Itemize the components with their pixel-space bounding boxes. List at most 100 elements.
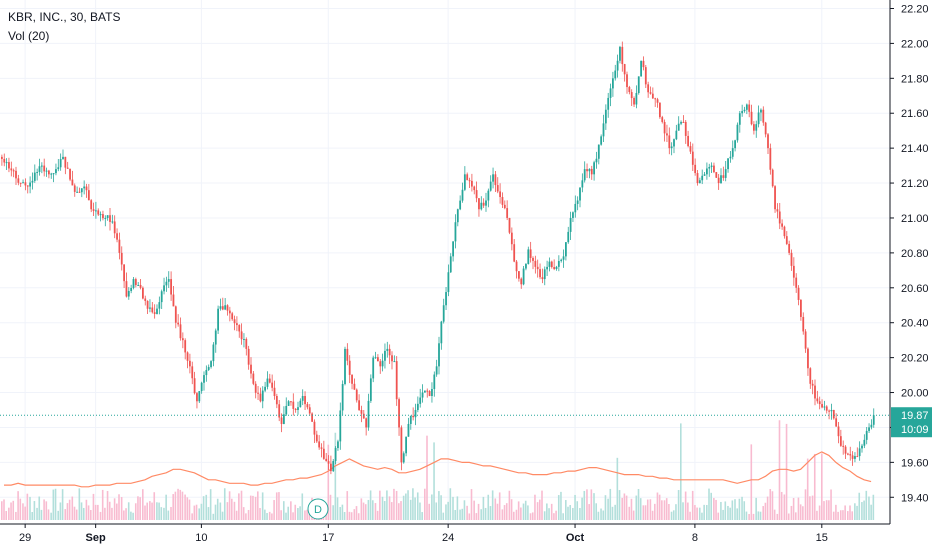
candle-body	[386, 348, 389, 351]
volume-bar	[400, 501, 402, 520]
volume-bar	[45, 501, 48, 520]
volume-bar	[682, 502, 684, 520]
candle-body	[203, 375, 205, 383]
candle-body	[48, 170, 50, 175]
volume-bar	[825, 500, 828, 520]
volume-bar	[713, 498, 715, 520]
candle-body	[111, 221, 114, 223]
candle-body	[572, 212, 574, 218]
volume-bar	[12, 500, 15, 520]
candle-body	[849, 454, 852, 456]
volume-bar	[179, 489, 182, 520]
candle-body	[764, 122, 767, 135]
candle-body	[550, 261, 553, 268]
volume-bar	[101, 489, 104, 520]
price-axis[interactable]: 22.20 22.00 21.80 21.60 21.40 21.20 21.00 20.80…	[889, 0, 929, 524]
volume-bar	[586, 489, 588, 520]
volume-bar	[29, 496, 31, 520]
volume-bar	[292, 512, 294, 520]
volume-bar	[750, 444, 753, 520]
candle-body	[22, 182, 24, 184]
candle-body	[412, 415, 415, 418]
candle-body	[825, 406, 828, 411]
volume-indicator-title[interactable]: Vol (20)	[8, 29, 50, 43]
dividend-marker[interactable]: D	[307, 498, 329, 520]
volume-bar	[71, 496, 74, 520]
volume-bar	[31, 512, 33, 520]
dividend-marker-label[interactable]: D	[314, 504, 322, 516]
volume-bar	[336, 497, 339, 520]
price-tick-label: 21.40	[901, 143, 929, 155]
volume-bar	[489, 506, 492, 520]
candle-body	[181, 338, 184, 341]
chart-legend: KBR, INC., 30, BATS Vol (20)	[8, 8, 120, 46]
candle-body	[506, 208, 509, 218]
candle-body	[673, 139, 675, 147]
symbol-title[interactable]: KBR, INC., 30, BATS	[8, 10, 121, 24]
volume-bar	[806, 458, 809, 520]
volume-bar	[572, 507, 574, 520]
candle-body	[78, 191, 81, 193]
volume-bar	[854, 503, 856, 520]
volume-bar	[273, 500, 275, 520]
candle-body	[362, 413, 365, 419]
candle-body	[106, 215, 109, 218]
candle-body	[865, 430, 868, 440]
candle-body	[722, 175, 725, 178]
price-tick-label: 21.00	[901, 213, 929, 225]
candle-body	[142, 287, 144, 299]
price-tick-label: 20.20	[901, 353, 929, 365]
candle-body	[367, 400, 370, 428]
volume-bar	[167, 510, 170, 520]
price-tick-label: 20.60	[901, 283, 929, 295]
candle-body	[792, 265, 795, 278]
volume-bar	[680, 423, 682, 520]
volume-bar	[348, 511, 351, 520]
candle-body	[743, 109, 746, 112]
time-tick-label: 8	[692, 532, 698, 544]
volume-bar	[200, 503, 203, 520]
volume-bar	[421, 512, 423, 520]
dividend-marker-circle[interactable]	[307, 498, 329, 520]
candle-body	[10, 168, 13, 171]
candle-body	[355, 389, 358, 401]
candle-body	[553, 267, 556, 270]
volume-bar	[865, 490, 868, 520]
candle-body	[593, 162, 595, 175]
candle-body	[71, 179, 74, 186]
candle-body	[304, 396, 306, 405]
volume-bar	[8, 507, 10, 520]
volume-bar	[416, 492, 419, 520]
volume-bar	[531, 512, 534, 520]
volume-bar	[755, 497, 757, 520]
volume-bar	[393, 488, 395, 520]
candle-body	[748, 104, 751, 112]
candle-body	[254, 383, 257, 393]
volume-bar	[412, 488, 414, 520]
candle-body	[724, 169, 727, 178]
volume-bar	[717, 512, 720, 520]
time-tick-label: 24	[442, 532, 454, 544]
volume-bar	[565, 500, 567, 520]
volume-bar	[524, 500, 527, 520]
volume-bar	[59, 502, 62, 520]
candle-body	[62, 156, 64, 160]
candle-body	[651, 93, 654, 99]
candle-body	[774, 186, 776, 210]
price-badge: 19.87 10:09	[891, 407, 932, 438]
volume-bar	[127, 502, 130, 520]
volume-bar	[374, 503, 377, 520]
candle-body	[567, 231, 570, 243]
candle-body	[308, 407, 311, 414]
volume-bar	[85, 499, 88, 520]
candle-body	[811, 383, 814, 386]
price-tick-label: 19.40	[901, 492, 929, 504]
volume-bar	[776, 513, 779, 520]
time-axis[interactable]: 29 Sep 10 17 24 Oct 8 15	[0, 523, 890, 544]
candle-body	[330, 463, 332, 472]
volume-bar	[665, 498, 668, 520]
candle-body	[95, 210, 97, 212]
volume-bar	[687, 502, 689, 520]
